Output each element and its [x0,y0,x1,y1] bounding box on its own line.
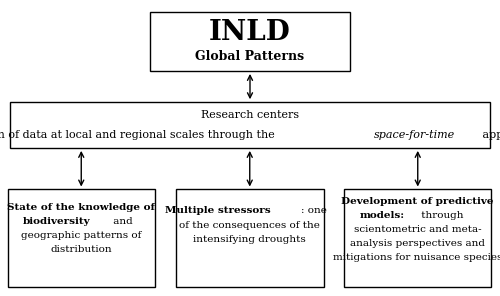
FancyBboxPatch shape [150,12,350,71]
Text: Collection of data at local and regional scales through the: Collection of data at local and regional… [0,130,278,140]
Text: mitigations for nuisance species: mitigations for nuisance species [333,253,500,263]
Text: and: and [110,217,133,226]
FancyBboxPatch shape [8,189,155,287]
Text: through: through [418,211,463,220]
Text: approach: approach [479,130,500,140]
Text: intensifying droughts: intensifying droughts [194,235,306,244]
Text: geographic patterns of: geographic patterns of [21,231,142,240]
Text: Multiple stressors: Multiple stressors [165,206,270,215]
Text: : one: : one [301,206,327,215]
Text: biodiversity: biodiversity [23,217,90,226]
FancyBboxPatch shape [344,189,492,287]
Text: analysis perspectives and: analysis perspectives and [350,239,485,248]
Text: of the consequences of the: of the consequences of the [180,221,320,230]
Text: space-for-time: space-for-time [374,130,456,140]
Text: distribution: distribution [50,245,112,254]
Text: scientometric and meta-: scientometric and meta- [354,225,482,234]
Text: Global Patterns: Global Patterns [196,50,304,63]
Text: Development of predictive: Development of predictive [342,197,494,206]
Text: INLD: INLD [209,19,291,46]
FancyBboxPatch shape [10,102,490,148]
Text: Research centers: Research centers [201,110,299,120]
FancyBboxPatch shape [176,189,324,287]
Text: State of the knowledge of: State of the knowledge of [8,202,155,212]
Text: models:: models: [360,211,405,220]
